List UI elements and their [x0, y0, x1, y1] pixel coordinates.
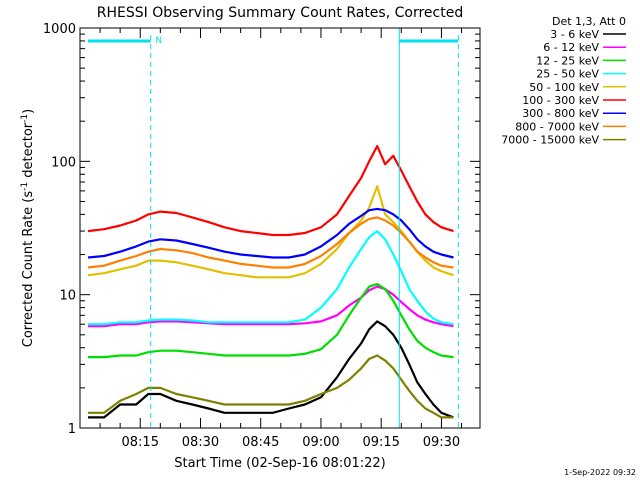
x-tick-label: 09:30 — [423, 435, 460, 450]
series-line-800-7000-kev-kev — [87, 216, 454, 269]
night-marker-label: N — [155, 36, 162, 46]
legend-entry: 100 - 300 keV — [522, 94, 626, 107]
series-line-7000-15000-kev-kev — [88, 354, 454, 419]
chart-title: RHESSI Observing Summary Count Rates, Co… — [97, 5, 463, 21]
legend-entry: 6 - 12 keV — [543, 41, 626, 54]
x-tick-label: 08:15 — [122, 435, 159, 450]
series-line-300-800-kev-kev — [87, 207, 454, 259]
series-line-100-300-kev-kev — [87, 145, 454, 237]
y-tick-label: 100 — [51, 155, 76, 170]
legend-label: 100 - 300 keV — [522, 94, 599, 107]
y-axis-label-sup: -1 — [20, 114, 30, 123]
legend-label: 6 - 12 keV — [543, 41, 599, 54]
y-tick-label: 10 — [59, 289, 76, 304]
legend-entry: 3 - 6 keV — [550, 28, 626, 41]
legend-entry: 50 - 100 keV — [529, 81, 626, 94]
x-tick-label: 08:45 — [242, 435, 279, 450]
plot-area: N — [87, 28, 459, 428]
legend-header: Det 1,3, Att 0 — [552, 15, 626, 28]
legend-entry: 800 - 7000 keV — [515, 120, 626, 133]
x-axis-label: Start Time (02-Sep-16 08:01:22) — [174, 456, 385, 471]
legend-entry: 7000 - 15000 keV — [501, 134, 626, 147]
y-axis-label-part: Corrected Count Rate (s — [21, 191, 36, 348]
series-line-25-50-kev-kev — [88, 230, 454, 326]
x-tick-label: 08:30 — [182, 435, 219, 450]
legend-entry: 25 - 50 keV — [536, 68, 626, 81]
x-tick-label: 09:15 — [362, 435, 399, 450]
y-axis-label: Corrected Count Rate (s-1 detector-1) — [20, 109, 36, 347]
series-line-6-12-kev-kev — [88, 285, 454, 328]
legend-label: 3 - 6 keV — [550, 28, 599, 41]
y-axis-label-part: ) — [21, 109, 36, 114]
legend-label: 800 - 7000 keV — [515, 120, 599, 133]
series-line-3-6-kev-kev — [88, 320, 454, 419]
legend-label: 25 - 50 keV — [536, 68, 599, 81]
y-tick-label: 1000 — [43, 22, 76, 37]
legend-entry: 12 - 25 keV — [536, 54, 626, 67]
series-line-12-25-kev-kev — [88, 283, 454, 359]
plot-frame — [79, 27, 481, 429]
legend-label: 7000 - 15000 keV — [501, 134, 599, 147]
legend-label: 300 - 800 keV — [522, 107, 599, 120]
axes: 1 10 100 1000 08:15 08:30 08:45 09:00 09:15 09:30 — [43, 22, 481, 450]
generation-timestamp: 1-Sep-2022 09:32 — [564, 468, 636, 477]
legend-label: 50 - 100 keV — [529, 81, 599, 94]
y-axis-label-part: detector — [21, 122, 36, 182]
legend-entry: 300 - 800 keV — [522, 107, 626, 120]
y-tick-label: 1 — [68, 422, 76, 437]
x-tick-label: 09:00 — [302, 435, 339, 450]
legend-label: 12 - 25 keV — [536, 54, 599, 67]
trace-group — [87, 145, 454, 419]
y-axis-label-sup: -1 — [20, 182, 30, 191]
